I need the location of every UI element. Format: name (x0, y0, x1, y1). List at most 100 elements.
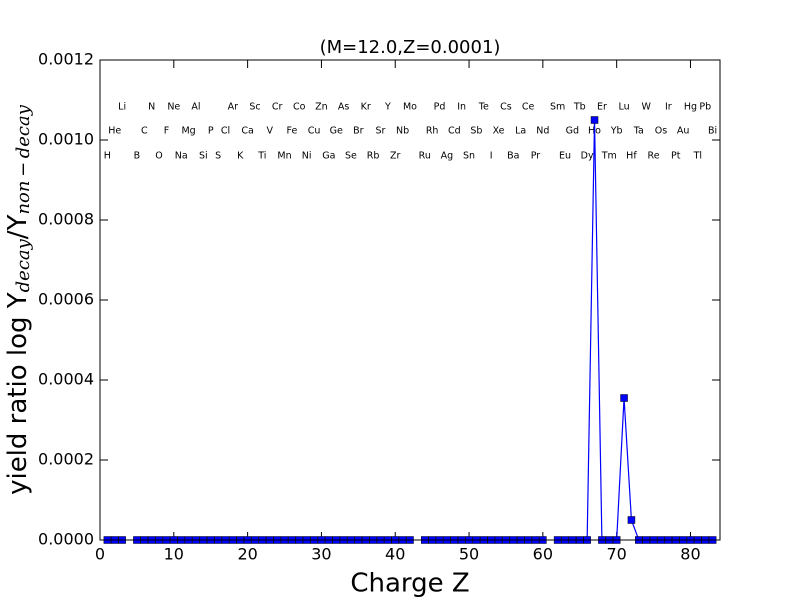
element-label: Ni (302, 151, 312, 162)
element-label: K (237, 151, 244, 162)
element-label: Y (384, 102, 391, 113)
element-label: Cl (221, 126, 230, 137)
element-label: Ta (633, 126, 644, 137)
element-label: La (515, 126, 526, 137)
x-tick-label: 30 (311, 545, 331, 564)
y-tick-label: 0.0012 (38, 50, 94, 69)
element-label: Cu (308, 126, 321, 137)
element-label: Dy (581, 151, 594, 162)
y-label-sub: decay (13, 238, 34, 292)
element-label: Ca (241, 126, 253, 137)
element-label: S (215, 151, 221, 162)
element-label: Pd (434, 102, 446, 113)
element-label: Sb (470, 126, 482, 137)
element-label: Pb (699, 102, 711, 113)
element-label: Ar (228, 102, 238, 113)
marker (590, 116, 599, 124)
element-label: Cr (272, 102, 283, 113)
element-label: C (141, 126, 148, 137)
element-label: Rh (426, 126, 439, 137)
element-label: As (338, 102, 349, 113)
y-tick-label: 0.0004 (38, 370, 94, 389)
element-label: Tm (601, 151, 617, 162)
element-label: I (490, 151, 493, 162)
element-label: Zr (390, 151, 401, 162)
element-label: Mo (403, 102, 417, 113)
element-label: Bi (708, 126, 717, 137)
x-tick-label: 50 (459, 545, 479, 564)
element-label: Fe (287, 126, 298, 137)
y-tick-label: 0.0008 (38, 210, 94, 229)
y-label-sub: non − decay (13, 104, 34, 214)
element-label: O (155, 151, 162, 162)
element-label: H (104, 151, 111, 162)
element-label: He (108, 126, 121, 137)
element-label: Sn (463, 151, 475, 162)
element-label: Lu (618, 102, 629, 113)
element-label: Xe (493, 126, 505, 137)
element-label: Zn (315, 102, 328, 113)
y-label-main: yield ratio log Y (3, 292, 33, 495)
element-label: Si (199, 151, 208, 162)
element-label: Ru (419, 151, 431, 162)
element-label: P (208, 126, 214, 137)
element-label: Kr (361, 102, 371, 113)
element-label: Nd (536, 126, 549, 137)
y-tick-label: 0.0006 (38, 290, 94, 309)
x-tick-label: 80 (680, 545, 700, 564)
element-label: Hf (626, 151, 637, 162)
element-label: Cs (500, 102, 512, 113)
element-label: Li (118, 102, 126, 113)
element-label: Re (648, 151, 660, 162)
element-label: Br (353, 126, 364, 137)
element-label: Cd (448, 126, 461, 137)
element-label: Er (597, 102, 607, 113)
element-label: Tb (573, 102, 586, 113)
element-label: Ba (507, 151, 519, 162)
element-label: Se (345, 151, 357, 162)
element-label: Mn (277, 151, 291, 162)
element-label: Ge (330, 126, 343, 137)
y-tick-label: 0.0010 (38, 130, 94, 149)
element-label: Ne (167, 102, 180, 113)
element-label: Sm (550, 102, 565, 113)
element-label: Yb (610, 126, 623, 137)
x-axis-label: Charge Z (350, 569, 469, 599)
element-label: Hg (684, 102, 697, 113)
x-tick-label: 20 (237, 545, 257, 564)
element-label: Pt (671, 151, 681, 162)
element-label: Ce (522, 102, 535, 113)
element-label: In (457, 102, 466, 113)
y-tick-label: 0.0000 (38, 530, 94, 549)
element-label: Na (175, 151, 188, 162)
plot-frame (99, 59, 721, 541)
element-label: F (164, 126, 169, 137)
element-label: Sc (249, 102, 260, 113)
element-label: Nb (396, 126, 409, 137)
element-label: Au (677, 126, 690, 137)
element-label: Te (478, 102, 489, 113)
element-label: Ag (441, 151, 454, 162)
element-label: Eu (559, 151, 571, 162)
element-label: Co (293, 102, 306, 113)
x-tick-label: 40 (385, 545, 405, 564)
chart-title: (M=12.0,Z=0.0001) (320, 37, 501, 58)
element-label: Rb (367, 151, 380, 162)
element-label: W (641, 102, 651, 113)
element-label: Os (655, 126, 667, 137)
element-label: Mg (181, 126, 195, 137)
element-label: Tl (693, 151, 702, 162)
x-tick-label: 60 (533, 545, 553, 564)
element-label: Al (191, 102, 200, 113)
element-label: Gd (566, 126, 579, 137)
element-label: Sr (376, 126, 386, 137)
element-label: Ir (665, 102, 672, 113)
x-tick-label: 0 (95, 545, 105, 564)
y-label-mid: /Y (3, 214, 33, 239)
element-label: Ga (322, 151, 335, 162)
element-label: Ti (257, 151, 266, 162)
x-tick-label: 70 (606, 545, 626, 564)
